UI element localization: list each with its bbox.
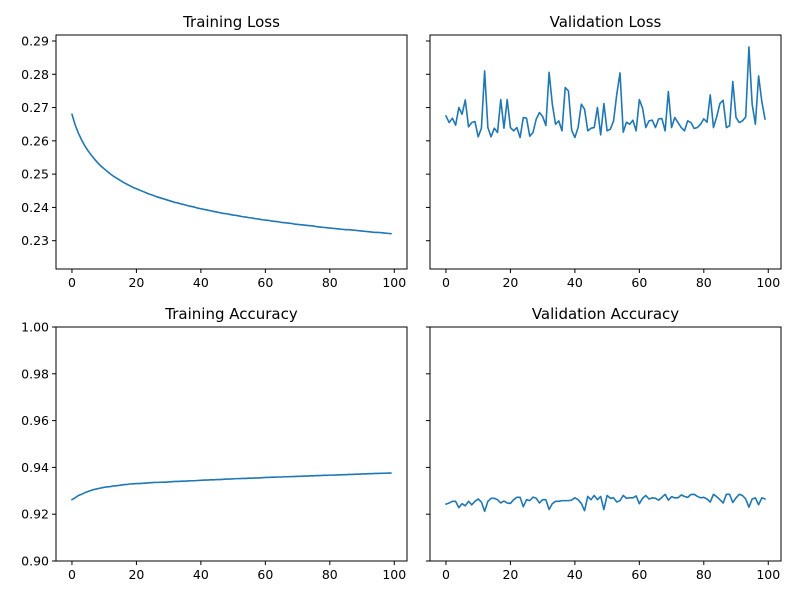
x-tick-label: 40: [567, 567, 583, 582]
y-tick-label: 0.94: [21, 460, 49, 475]
x-tick-label: 0: [68, 567, 76, 582]
panel-validation-accuracy: Validation Accuracy 0 20 40 60 80 100: [426, 305, 782, 582]
x-tick-label: 80: [696, 275, 712, 290]
x-tick-label: 0: [442, 567, 450, 582]
x-tick-label: 20: [502, 567, 518, 582]
x-tick-label: 60: [631, 275, 647, 290]
chart-title: Training Accuracy: [164, 305, 298, 323]
x-tick-label: 80: [322, 567, 338, 582]
axes-frame: [429, 34, 782, 270]
y-tick-label: 0.29: [21, 33, 49, 48]
x-tick-label: 40: [193, 275, 209, 290]
x-tick-label: 20: [128, 275, 144, 290]
x-tick-label: 100: [382, 275, 406, 290]
y-tick-label: 0.25: [21, 167, 49, 182]
x-tick-label: 20: [502, 275, 518, 290]
chart-title: Validation Accuracy: [532, 305, 679, 323]
chart-title: Training Loss: [182, 13, 280, 31]
x-tick-label: 80: [696, 567, 712, 582]
series-line: [71, 472, 392, 501]
x-tick-label: 0: [442, 275, 450, 290]
panel-validation-loss: Validation Loss 0 20 40 60 80 100: [426, 13, 782, 290]
axes-frame: [55, 34, 408, 270]
y-tick-label: 0.28: [21, 67, 49, 82]
x-tick-label: 40: [193, 567, 209, 582]
x-tick-label: 60: [257, 275, 273, 290]
y-tick-label: 1.00: [21, 320, 49, 335]
x-tick-label: 0: [68, 275, 76, 290]
x-tick-label: 100: [756, 275, 780, 290]
y-tick-label: 0.92: [21, 507, 49, 522]
chart-title: Validation Loss: [550, 13, 662, 31]
x-tick-label: 100: [756, 567, 780, 582]
series-line: [445, 493, 766, 513]
y-tick-label: 0.96: [21, 413, 49, 428]
panel-training-accuracy: Training Accuracy 0 20 40 60 80 100 0.90 0.92 0.9…: [21, 305, 408, 582]
y-tick-label: 0.23: [21, 233, 49, 248]
axes-frame: [55, 326, 408, 562]
y-tick-label: 0.98: [21, 366, 49, 381]
x-tick-label: 60: [631, 567, 647, 582]
y-tick-label: 0.27: [21, 100, 49, 115]
y-tick-label: 0.24: [21, 200, 49, 215]
axes-frame: [429, 326, 782, 562]
x-tick-label: 20: [128, 567, 144, 582]
x-tick-label: 100: [382, 567, 406, 582]
x-tick-label: 40: [567, 275, 583, 290]
x-tick-label: 80: [322, 275, 338, 290]
x-tick-label: 60: [257, 567, 273, 582]
y-tick-label: 0.26: [21, 133, 49, 148]
series-line: [71, 113, 392, 235]
panel-training-loss: Training Loss 0 20 40 60 80 100 0.23 0.24 0.25 0.2…: [21, 13, 408, 290]
y-tick-label: 0.90: [21, 554, 49, 569]
series-line: [445, 46, 766, 139]
